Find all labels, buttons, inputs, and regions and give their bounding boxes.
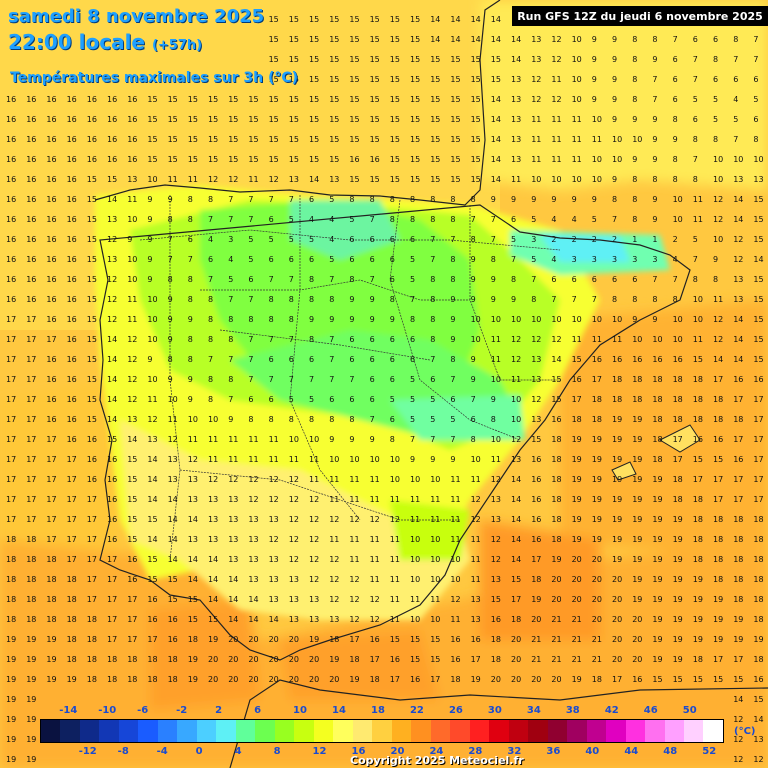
legend-swatch [216,720,236,742]
legend-swatch [177,720,197,742]
legend-label-bottom: 0 [195,746,203,757]
legend-label-bottom: 32 [507,746,522,757]
legend-label-bottom: 24 [429,746,444,757]
legend-swatch [294,720,314,742]
legend-label-bottom: -8 [117,746,129,757]
legend-swatch [489,720,509,742]
legend-swatch [60,720,80,742]
legend-label-top: 46 [643,705,658,716]
legend-swatch [508,720,529,742]
legend-swatch [352,720,373,742]
legend-label-bottom: 52 [702,746,717,757]
legend-swatch [664,720,684,742]
legend-swatch [450,720,470,742]
legend-label-top: -10 [98,705,117,716]
legend-label-top: -6 [137,705,149,716]
legend-swatch [606,720,626,742]
legend-swatch [547,720,568,742]
legend-swatch [41,720,61,742]
legend-label-top: 30 [487,705,502,716]
legend-label-bottom: 16 [351,746,366,757]
legend-swatch [274,720,295,742]
legend-swatch [255,720,275,742]
legend-swatch [313,720,334,742]
legend-label-top: -2 [176,705,188,716]
variable-label: Températures maximales sur 3h (°C) [10,70,299,86]
legend-label-top: -14 [59,705,78,716]
legend-label-bottom: 12 [312,746,327,757]
lead-time: (+57h) [151,38,203,53]
legend-swatch [430,720,451,742]
color-legend [40,719,724,743]
legend-label-bottom: -12 [78,746,97,757]
legend-label-top: 14 [332,705,346,716]
legend-label-top: 50 [682,705,697,716]
legend-swatch [411,720,431,742]
legend-swatch [567,720,587,742]
run-info: Run GFS 12Z du jeudi 6 novembre 2025 [512,6,768,26]
legend-label-bottom: 20 [390,746,405,757]
legend-swatch [391,720,412,742]
legend-swatch [118,720,139,742]
legend-label-bottom: 44 [624,746,639,757]
legend-swatch [528,720,548,742]
legend-swatch [138,720,158,742]
legend-label-top: 22 [409,705,424,716]
legend-label-top: 42 [604,705,619,716]
legend-unit: (°C) [734,726,756,737]
legend-swatch [372,720,392,742]
legend-label-top: 34 [526,705,541,716]
legend-label-top: 38 [565,705,580,716]
legend-label-bottom: 8 [273,746,281,757]
legend-swatch [157,720,178,742]
legend-swatch [99,720,119,742]
legend-label-bottom: 28 [468,746,483,757]
legend-label-top: 6 [254,705,262,716]
copyright: Copyright 2025 Meteociel.fr [350,754,524,767]
map-date: samedi 8 novembre 2025 [8,6,265,27]
legend-label-bottom: 4 [234,746,242,757]
legend-swatch [79,720,100,742]
legend-swatch [645,720,665,742]
legend-swatch [683,720,704,742]
map-time-value: 22:00 locale [8,30,145,54]
legend-label-top: 18 [371,705,385,716]
legend-label-bottom: -4 [156,746,168,757]
legend-swatch [235,720,256,742]
legend-swatch [586,720,607,742]
legend-label-bottom: 40 [585,746,600,757]
legend-swatch [625,720,646,742]
legend-swatch [196,720,217,742]
legend-label-top: 26 [448,705,463,716]
legend-label-top: 2 [215,705,223,716]
legend-label-top: 10 [293,705,307,716]
legend-label-bottom: 48 [663,746,678,757]
map-time: 22:00 locale (+57h) [8,30,202,54]
legend-swatch [469,720,490,742]
legend-swatch [333,720,353,742]
legend-label-bottom: 36 [546,746,561,757]
legend-swatch [703,720,723,742]
